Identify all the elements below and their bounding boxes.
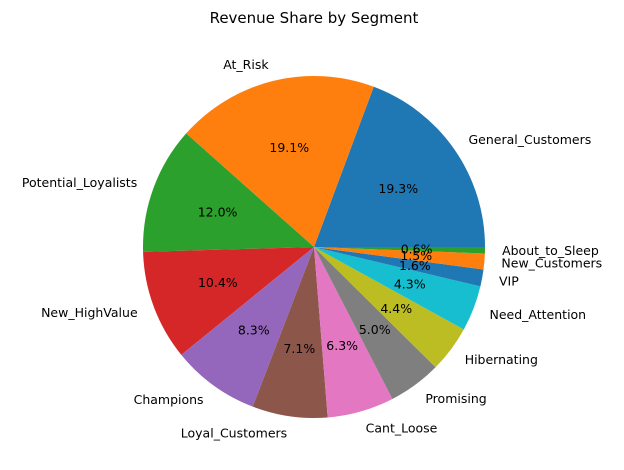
percent-label-champions: 8.3% bbox=[238, 323, 270, 338]
percent-label-about-to-sleep: 0.6% bbox=[401, 241, 433, 256]
slice-label-general-customers: General_Customers bbox=[469, 132, 592, 147]
percent-label-new-highvalue: 10.4% bbox=[198, 275, 238, 290]
percent-label-hibernating: 4.4% bbox=[380, 301, 412, 316]
percent-label-general-customers: 19.3% bbox=[378, 181, 418, 196]
pie-slice-at-risk bbox=[186, 76, 374, 247]
percent-label-cant-loose: 6.3% bbox=[326, 338, 358, 353]
pie-slice-potential-loyalists bbox=[143, 133, 314, 252]
chart-title: Revenue Share by Segment bbox=[210, 9, 419, 27]
percent-label-promising: 5.0% bbox=[359, 322, 391, 337]
pie-slice-promising bbox=[314, 247, 436, 399]
slice-label-loyal-customers: Loyal_Customers bbox=[181, 426, 287, 441]
slice-label-potential-loyalists: Potential_Loyalists bbox=[22, 175, 137, 190]
percent-label-at-risk: 19.1% bbox=[269, 140, 309, 155]
pie-slices bbox=[143, 76, 485, 418]
percent-label-vip: 1.6% bbox=[399, 258, 431, 273]
percent-label-need-attention: 4.3% bbox=[394, 276, 426, 291]
pie-slice-vip bbox=[314, 247, 484, 287]
pie-slice-about-to-sleep bbox=[314, 247, 485, 254]
slice-label-at-risk: At_Risk bbox=[223, 57, 269, 72]
slice-label-vip: VIP bbox=[499, 274, 519, 289]
slice-label-promising: Promising bbox=[425, 391, 486, 406]
percent-label-loyal-customers: 7.1% bbox=[283, 341, 315, 356]
pie-slice-new-highvalue bbox=[143, 247, 314, 355]
slice-label-need-attention: Need_Attention bbox=[490, 307, 587, 322]
pie-slice-champions bbox=[181, 247, 314, 407]
slice-label-new-customers: New_Customers bbox=[501, 255, 602, 270]
pie-slice-hibernating bbox=[314, 247, 464, 368]
slice-label-about-to-sleep: About_to_Sleep bbox=[502, 243, 599, 258]
percent-label-potential-loyalists: 12.0% bbox=[198, 204, 238, 219]
pie-slice-cant-loose bbox=[314, 247, 393, 418]
pie-slice-loyal-customers bbox=[252, 247, 328, 418]
slice-label-hibernating: Hibernating bbox=[465, 352, 538, 367]
percent-label-new-customers: 1.5% bbox=[400, 248, 432, 263]
pie-slice-new-customers bbox=[314, 247, 485, 270]
pie-slice-need-attention bbox=[314, 247, 481, 330]
percent-labels: 19.3% 19.1% 12.0% 10.4% 8.3% 7.1% 6.3%5.0% 4.4%… bbox=[198, 140, 433, 356]
slice-label-cant-loose: Cant_Loose bbox=[366, 420, 438, 435]
pie-slice-general-customers bbox=[314, 86, 485, 247]
slice-labels: General_Customers At_Risk Potential_Loyali… bbox=[22, 57, 602, 441]
slice-label-champions: Champions bbox=[134, 392, 204, 407]
slice-label-new-highvalue: New_HighValue bbox=[41, 305, 138, 320]
